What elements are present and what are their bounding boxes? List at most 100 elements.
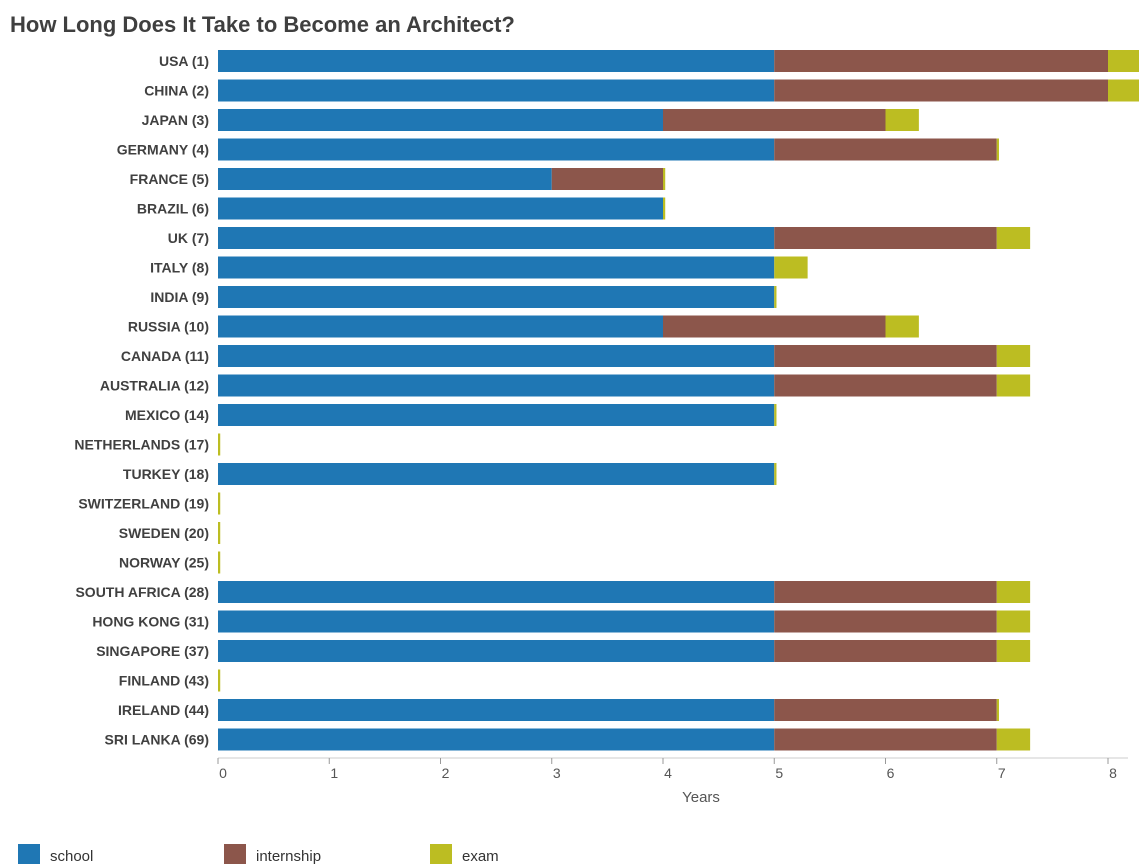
legend-label-exam: exam [462, 848, 499, 865]
bar-exam-italy-8 [774, 256, 808, 279]
bar-school-russia-10 [218, 315, 663, 338]
bar-school-germany-4 [218, 138, 775, 161]
x-tick-label-2: 2 [442, 765, 450, 781]
category-label-russia-10: RUSSIA (10) [128, 319, 209, 335]
category-label-south-africa-28: SOUTH AFRICA (28) [75, 584, 209, 600]
bar-school-singapore-37 [218, 640, 775, 662]
category-label-singapore-37: SINGAPORE (37) [96, 643, 209, 659]
bar-school-turkey-18 [218, 463, 775, 485]
category-label-turkey-18: TURKEY (18) [123, 466, 209, 482]
legend: school internship exam [0, 842, 1139, 865]
bar-exam-mexico-14 [774, 404, 777, 426]
bar-exam-brazil-6 [663, 197, 666, 220]
category-label-india-9: INDIA (9) [150, 289, 209, 305]
bar-school-canada-11 [218, 345, 775, 367]
bar-internship-singapore-37 [774, 640, 997, 662]
bar-internship-france-5 [551, 168, 663, 190]
category-label-australia-12: AUSTRALIA (12) [100, 378, 209, 394]
legend-swatch-school [18, 844, 40, 864]
category-label-italy-8: ITALY (8) [150, 260, 209, 276]
category-label-sweden-20: SWEDEN (20) [119, 525, 209, 541]
x-tick-label-1: 1 [330, 765, 338, 781]
bar-exam-japan-3 [885, 109, 919, 131]
bar-exam-turkey-18 [774, 463, 777, 485]
bar-exam-sri-lanka-69 [996, 728, 1031, 751]
category-label-canada-11: CANADA (11) [121, 348, 209, 364]
bar-exam-china-2 [1108, 79, 1139, 102]
bar-school-france-5 [218, 168, 552, 190]
bar-exam-south-africa-28 [996, 581, 1031, 603]
category-label-sri-lanka-69: SRI LANKA (69) [105, 732, 210, 748]
bar-exam-singapore-37 [996, 640, 1031, 662]
bar-exam-ireland-44 [996, 699, 999, 721]
x-tick-label-6: 6 [887, 765, 895, 781]
bar-school-uk-7 [218, 227, 775, 249]
bar-exam-usa-1 [1108, 50, 1139, 72]
category-label-china-2: CHINA (2) [144, 83, 209, 99]
bar-internship-australia-12 [774, 374, 997, 397]
bar-exam-hong-kong-31 [996, 610, 1031, 633]
bar-internship-germany-4 [774, 138, 997, 161]
category-label-mexico-14: MEXICO (14) [125, 407, 209, 423]
bar-school-ireland-44 [218, 699, 775, 721]
bar-exam-canada-11 [996, 345, 1031, 367]
legend-swatch-internship [224, 844, 246, 864]
category-label-ireland-44: IRELAND (44) [118, 702, 209, 718]
category-label-finland-43: FINLAND (43) [119, 673, 209, 689]
x-tick-label-5: 5 [775, 765, 783, 781]
bar-school-india-9 [218, 286, 775, 308]
legend-label-internship: internship [256, 848, 322, 865]
bar-internship-sri-lanka-69 [774, 728, 997, 751]
bar-exam-norway-25 [218, 551, 221, 574]
bar-exam-france-5 [663, 168, 666, 190]
category-label-netherlands-17: NETHERLANDS (17) [74, 437, 209, 453]
bar-internship-hong-kong-31 [774, 610, 997, 633]
category-label-switzerland-19: SWITZERLAND (19) [78, 496, 209, 512]
bar-internship-usa-1 [774, 50, 1108, 72]
bar-school-usa-1 [218, 50, 775, 72]
category-label-france-5: FRANCE (5) [130, 171, 209, 187]
x-axis-title: Years [682, 789, 720, 806]
bar-school-china-2 [218, 79, 775, 102]
bar-internship-uk-7 [774, 227, 997, 249]
bar-exam-germany-4 [996, 138, 999, 161]
bar-exam-sweden-20 [218, 522, 221, 544]
bar-exam-netherlands-17 [218, 433, 221, 456]
legend-swatch-exam [430, 844, 452, 864]
bar-school-mexico-14 [218, 404, 775, 426]
stacked-bar-chart: USA (1) CHINA (2) JAPAN (3) GERMANY (4) FRAN… [74, 50, 1139, 806]
bar-school-japan-3 [218, 109, 663, 131]
bar-exam-russia-10 [885, 315, 919, 338]
bar-internship-china-2 [774, 79, 1108, 102]
x-tick-label-0: 0 [219, 765, 227, 781]
bar-school-australia-12 [218, 374, 775, 397]
bar-internship-south-africa-28 [774, 581, 997, 603]
category-label-hong-kong-31: HONG KONG (31) [92, 614, 209, 630]
bar-internship-japan-3 [663, 109, 886, 131]
bar-exam-india-9 [774, 286, 777, 308]
x-tick-label-8: 8 [1109, 765, 1117, 781]
x-tick-label-3: 3 [553, 765, 561, 781]
bar-internship-canada-11 [774, 345, 997, 367]
category-label-japan-3: JAPAN (3) [142, 112, 209, 128]
bar-school-south-africa-28 [218, 581, 775, 603]
bar-exam-uk-7 [996, 227, 1031, 249]
bar-exam-australia-12 [996, 374, 1031, 397]
legend-label-school: school [50, 848, 94, 865]
bar-school-italy-8 [218, 256, 775, 279]
category-label-brazil-6: BRAZIL (6) [137, 201, 209, 217]
bar-school-sri-lanka-69 [218, 728, 775, 751]
bar-school-hong-kong-31 [218, 610, 775, 633]
bar-internship-ireland-44 [774, 699, 997, 721]
x-tick-label-7: 7 [998, 765, 1006, 781]
bar-exam-finland-43 [218, 669, 221, 692]
chart-title: How Long Does It Take to Become an Archi… [10, 12, 515, 37]
category-label-germany-4: GERMANY (4) [117, 142, 209, 158]
x-tick-label-4: 4 [664, 765, 672, 781]
category-label-uk-7: UK (7) [168, 230, 209, 246]
bar-internship-russia-10 [663, 315, 886, 338]
category-label-usa-1: USA (1) [159, 53, 209, 69]
category-label-norway-25: NORWAY (25) [119, 555, 209, 571]
bar-school-brazil-6 [218, 197, 663, 220]
bar-exam-switzerland-19 [218, 492, 221, 515]
